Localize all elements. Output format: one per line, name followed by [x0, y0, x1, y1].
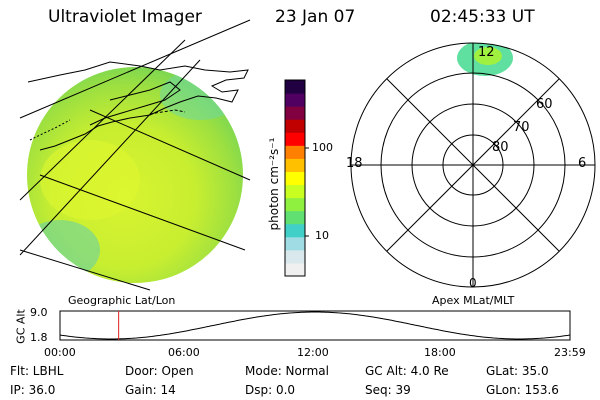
altitude-xtick: 23:59 [554, 346, 586, 359]
glon-status: GLon: 153.6 [486, 383, 559, 397]
altitude-xtick: 00:00 [44, 346, 76, 359]
colorbar-segment [285, 93, 305, 107]
dsp-status: Dsp: 0.0 [245, 383, 295, 397]
colorbar-segment [285, 250, 305, 264]
door-status: Door: Open [125, 364, 194, 378]
colorbar-segment [285, 80, 305, 94]
altitude-ymin: 1.8 [30, 331, 48, 344]
colorbar-segment [285, 185, 305, 199]
mlat-label-80: 80 [492, 140, 509, 155]
altitude-ylabel: GC Alt [15, 307, 28, 347]
mlt-label-18: 18 [346, 156, 363, 171]
colorbar-segment [285, 132, 305, 146]
left-image-label: Geographic Lat/Lon [68, 294, 175, 307]
altitude-xtick: 06:00 [168, 346, 200, 359]
mlat-label-60: 60 [536, 97, 553, 112]
altitude-plot [60, 311, 570, 340]
mlat-label-70: 70 [513, 120, 530, 135]
right-image-label: Apex MLat/MLT [432, 294, 514, 307]
colorbar-unit-label: photon cm⁻²s⁻¹ [267, 124, 281, 244]
colorbar [285, 80, 309, 277]
mlt-label-0: 0 [469, 276, 477, 290]
seq-status: Seq: 39 [365, 383, 411, 397]
altitude-xtick: 12:00 [297, 346, 329, 359]
colorbar-segment [285, 145, 305, 159]
altitude-ymax: 9.0 [30, 306, 48, 319]
filter-status: Flt: LBHL [10, 364, 63, 378]
mlt-label-6: 6 [578, 156, 586, 171]
colorbar-segment [285, 263, 305, 277]
colorbar-segment [285, 158, 305, 172]
colorbar-segment [285, 224, 305, 238]
altitude-xtick: 18:00 [424, 346, 456, 359]
colorbar-segment [285, 198, 305, 212]
colorbar-segment [285, 119, 305, 133]
mode-status: Mode: Normal [245, 364, 329, 378]
colorbar-tick-label: 100 [312, 141, 333, 154]
colorbar-segment [285, 211, 305, 225]
ip-status: IP: 36.0 [10, 383, 55, 397]
colorbar-segment [285, 106, 305, 120]
mlt-label-12: 12 [478, 45, 495, 60]
earth-disk-image [20, 20, 250, 290]
gc-alt-status: GC Alt: 4.0 Re [365, 364, 449, 378]
colorbar-segment [285, 171, 305, 185]
gain-status: Gain: 14 [125, 383, 176, 397]
colorbar-segment [285, 237, 305, 251]
glat-status: GLat: 35.0 [486, 364, 549, 378]
polar-plot [351, 40, 595, 287]
colorbar-tick-label: 10 [315, 229, 329, 242]
